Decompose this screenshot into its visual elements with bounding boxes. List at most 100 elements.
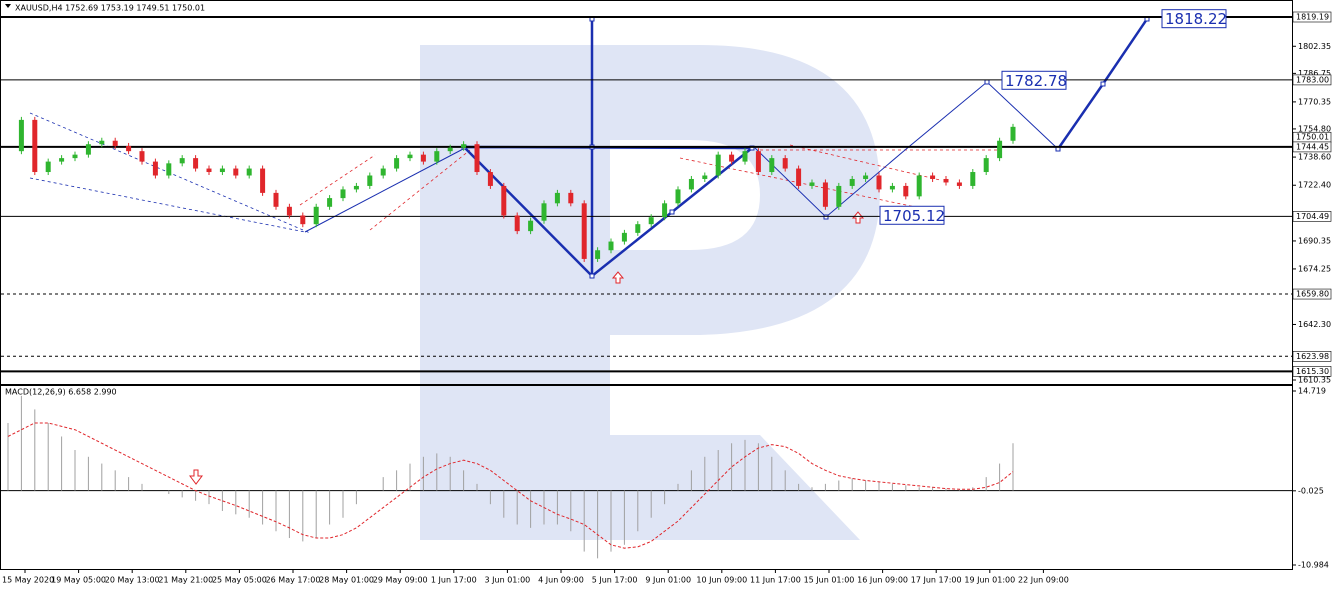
y-tick-label: 1738.60: [1298, 153, 1331, 162]
level-label: 1704.49: [1296, 212, 1329, 221]
candle: [353, 185, 359, 190]
x-tick-label: 11 Jun 17:00: [750, 576, 801, 585]
candle: [166, 163, 172, 176]
candle: [796, 168, 802, 186]
x-tick-label: 19 May 05:00: [51, 576, 106, 585]
macd-tick-label: 14.719: [1298, 387, 1326, 396]
annotation-label: 1818.22: [1165, 10, 1227, 28]
candle: [313, 206, 319, 225]
level-tag: [1292, 288, 1332, 300]
watermark: [420, 45, 880, 540]
candle: [943, 178, 949, 183]
candle: [729, 154, 735, 162]
candle: [528, 220, 534, 232]
candle: [1010, 126, 1016, 141]
annotation-label: 1705.12: [883, 207, 945, 225]
trend-line: [304, 147, 466, 233]
candle: [863, 175, 869, 179]
macd-pane-border: [0, 385, 1293, 570]
y-tick-label: 1786.75: [1298, 69, 1331, 78]
x-tick-label: 9 Jun 01:00: [645, 576, 691, 585]
x-tick-label: 15 Jun 01:00: [804, 576, 855, 585]
macd-tick-label: -10.984: [1298, 561, 1329, 570]
x-tick-label: 3 Jun 01:00: [485, 576, 531, 585]
candle: [809, 182, 815, 186]
candle: [514, 215, 520, 232]
candle: [434, 151, 440, 162]
candle: [782, 158, 788, 169]
x-tick-label: 16 Jun 09:00: [857, 576, 908, 585]
candle: [72, 154, 78, 159]
candle: [99, 140, 105, 145]
candle: [85, 144, 91, 155]
candle: [635, 224, 641, 233]
level-label: 1819.19: [1296, 13, 1329, 22]
candle: [501, 185, 507, 216]
candle: [179, 158, 185, 164]
x-tick-label: 17 Jun 17:00: [911, 576, 962, 585]
symbol-menu-icon[interactable]: [5, 4, 11, 8]
x-tick-label: 26 May 17:00: [266, 576, 321, 585]
level-tag: [1292, 351, 1332, 362]
level-label: 1744.45: [1296, 142, 1329, 151]
candle: [930, 175, 936, 179]
candle: [420, 154, 426, 162]
candle: [822, 182, 828, 207]
candle: [997, 140, 1003, 159]
y-tick-label: 1802.35: [1298, 42, 1331, 51]
main-pane-border: [0, 0, 1293, 385]
candle: [903, 185, 909, 197]
macd-title: MACD(12,26,9) 6.658 2.990: [5, 388, 117, 397]
y-tick-label: 1642.30: [1298, 320, 1331, 329]
candle: [755, 151, 761, 173]
level-label: 1615.30: [1296, 367, 1329, 376]
x-tick-label: 4 Jun 09:00: [538, 576, 584, 585]
candle: [152, 161, 158, 176]
candle: [286, 206, 292, 216]
forecast-thin: [754, 81, 1059, 218]
candle: [260, 168, 266, 193]
candle: [447, 147, 453, 152]
candle: [407, 154, 413, 159]
level-label: 1659.80: [1296, 290, 1329, 299]
y-tick-label: 1770.35: [1298, 97, 1331, 106]
candle: [836, 185, 842, 207]
x-tick-label: 19 Jun 01:00: [964, 576, 1015, 585]
candle: [688, 178, 694, 190]
candle: [849, 178, 855, 186]
x-tick-label: 20 May 13:00: [105, 576, 160, 585]
annotation-box: [1001, 70, 1067, 90]
candle: [916, 175, 922, 197]
y-tick-label: 1690.35: [1298, 236, 1331, 245]
candle: [18, 119, 24, 152]
candle: [970, 172, 976, 186]
x-tick-label: 15 May 2020: [2, 576, 54, 585]
macd-signal: [7, 422, 1014, 549]
candle: [702, 175, 708, 179]
candle: [206, 168, 212, 173]
candle: [621, 232, 627, 242]
x-tick-label: 25 May 05:00: [212, 576, 267, 585]
candle: [742, 151, 748, 162]
annotation-box: [879, 205, 945, 225]
candle: [715, 154, 721, 176]
candle: [554, 192, 560, 204]
chart-title: XAUUSD,H4 1752.69 1753.19 1749.51 1750.0…: [15, 4, 205, 13]
arrows: [189, 211, 865, 485]
candle: [461, 144, 467, 148]
x-tick-label: 5 Jun 17:00: [592, 576, 638, 585]
candle: [139, 151, 145, 162]
x-tick-label: 29 May 09:00: [373, 576, 428, 585]
candle: [769, 158, 775, 173]
candle: [568, 192, 574, 204]
level-tag: [1292, 366, 1332, 377]
candle: [675, 189, 681, 204]
candle: [45, 161, 51, 173]
level-label: 1783.00: [1296, 75, 1329, 84]
candle: [595, 250, 601, 259]
candle: [648, 217, 654, 225]
x-tick-label: 21 May 21:00: [158, 576, 213, 585]
candle: [32, 119, 38, 173]
candle: [246, 168, 252, 176]
